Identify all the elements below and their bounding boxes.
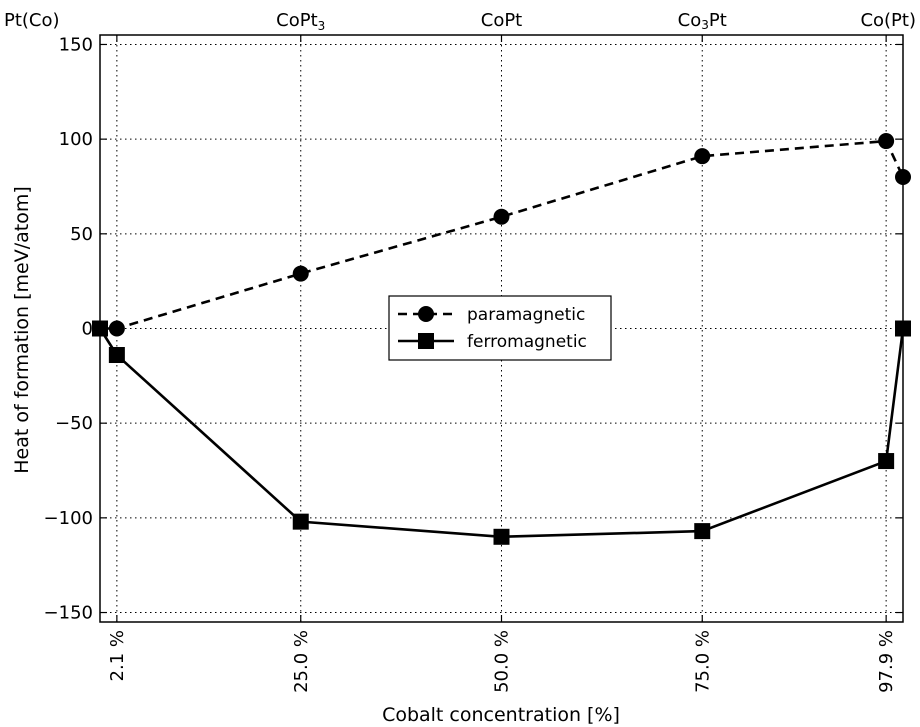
- paramagnetic-point: [292, 265, 309, 282]
- top-labels: Pt(Co) CoPt3 CoPt Co3Pt Co(Pt): [4, 10, 916, 33]
- legend: paramagnetic ferromagnetic: [388, 295, 612, 361]
- ferromagnetic-point: [694, 523, 711, 540]
- x-tick-label: 97.9 %: [876, 630, 897, 693]
- top-label: Co3Pt: [678, 10, 727, 32]
- x-tick-label: 2.1 %: [107, 630, 128, 681]
- label-rest: Pt: [709, 10, 727, 31]
- paramagnetic-point: [878, 133, 895, 150]
- top-label: Co(Pt): [860, 10, 916, 31]
- top-label: CoPt: [481, 10, 523, 31]
- y-tick-label: 150: [59, 34, 93, 55]
- x-tick-label: 50.0 %: [492, 630, 513, 693]
- top-label: Pt(Co): [4, 10, 60, 31]
- legend-paramagnetic-label: paramagnetic: [467, 305, 585, 325]
- ticks: 2.1 % 25.0 % 50.0 % 75.0 % 97.9 % 150 100 50 0 −5…: [44, 34, 903, 693]
- paramagnetic-point: [108, 320, 125, 337]
- subscript: 3: [318, 19, 326, 33]
- y-tick-label: −150: [44, 603, 93, 624]
- y-tick-label: −100: [44, 508, 93, 529]
- y-tick-label: 100: [59, 129, 93, 150]
- legend-ferromagnetic-label: ferromagnetic: [467, 332, 587, 352]
- series-layer: [92, 133, 911, 545]
- top-label: CoPt3: [276, 10, 325, 33]
- ferromagnetic-point: [292, 513, 309, 530]
- ferromagnetic-point: [493, 528, 510, 545]
- subscript: 3: [701, 18, 709, 32]
- paramagnetic-point: [694, 148, 711, 165]
- x-tick-label: 75.0 %: [692, 630, 713, 693]
- x-tick-label: 25.0 %: [291, 630, 312, 693]
- y-axis-title: Heat of formation [meV/atom]: [11, 186, 33, 474]
- x-axis-title: Cobalt concentration [%]: [382, 704, 620, 726]
- ferromagnetic-point: [878, 453, 895, 470]
- y-tick-label: −50: [55, 413, 93, 434]
- ferromagnetic-point: [108, 347, 125, 364]
- paramagnetic-point: [493, 208, 510, 225]
- y-tick-label: 0: [82, 319, 93, 340]
- legend-ferromagnetic-marker: [418, 333, 434, 349]
- legend-paramagnetic-marker: [418, 306, 434, 322]
- y-tick-label: 50: [70, 224, 93, 245]
